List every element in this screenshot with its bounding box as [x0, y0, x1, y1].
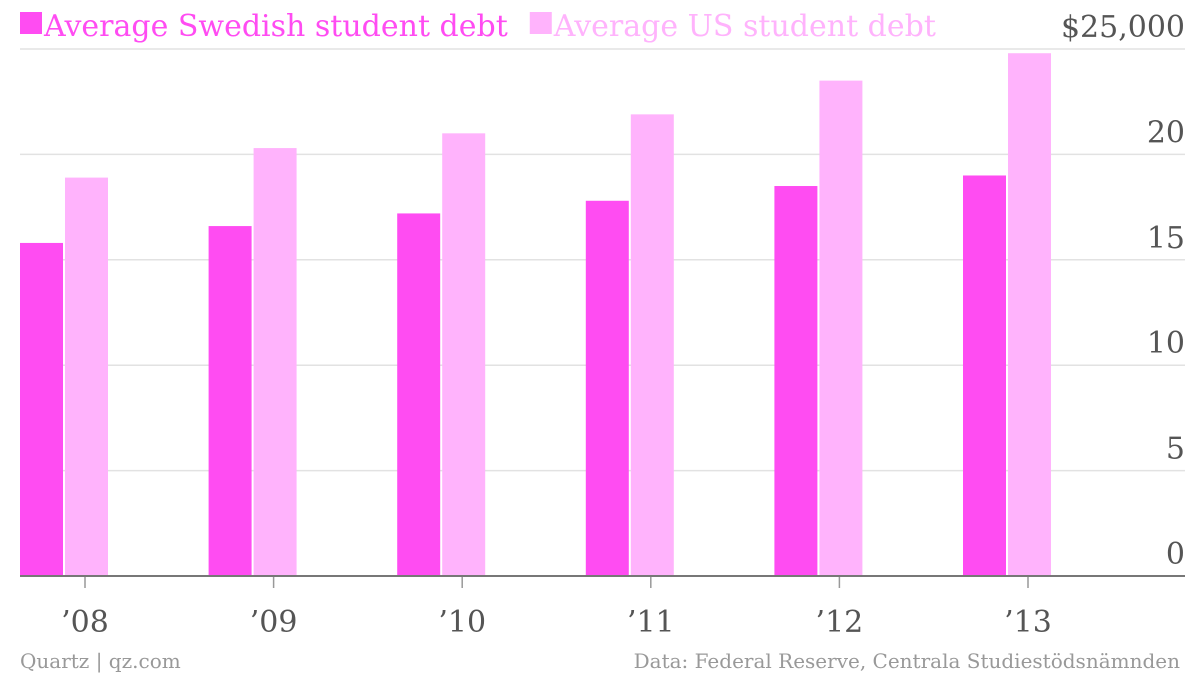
- bar: [585, 200, 629, 576]
- bar: [20, 242, 63, 576]
- x-tick-label: ’11: [627, 605, 675, 640]
- x-tick-label: ’08: [61, 605, 109, 640]
- bar: [774, 186, 818, 576]
- y-tick-label: 5: [1166, 432, 1185, 467]
- x-tick-label: ’10: [438, 605, 486, 640]
- bar: [963, 175, 1006, 577]
- legend-swatch: [20, 12, 42, 34]
- x-tick-label: ’12: [816, 605, 864, 640]
- bar: [253, 148, 297, 577]
- x-tick-label: ’13: [1004, 605, 1052, 640]
- bar: [442, 133, 486, 576]
- x-tick-label: ’09: [250, 605, 298, 640]
- bar: [1008, 53, 1051, 576]
- y-tick-label: 10: [1147, 326, 1185, 361]
- bar: [397, 213, 441, 576]
- credit: Quartz | qz.com: [20, 649, 181, 674]
- bar: [819, 80, 863, 577]
- bar: [65, 177, 108, 576]
- y-tick-label: 20: [1147, 115, 1185, 150]
- source: Data: Federal Reserve, Centrala Studiest…: [634, 649, 1180, 673]
- y-tick-label: 0: [1166, 537, 1185, 572]
- bar: [630, 114, 674, 577]
- bar: [208, 226, 252, 576]
- y-tick-label: 15: [1147, 221, 1185, 256]
- legend-swatch: [529, 12, 552, 34]
- y-tick-label: $25,000: [1061, 10, 1185, 45]
- legend-label: Average US student debt: [553, 9, 936, 44]
- legend-label: Average Swedish student debt: [43, 9, 508, 44]
